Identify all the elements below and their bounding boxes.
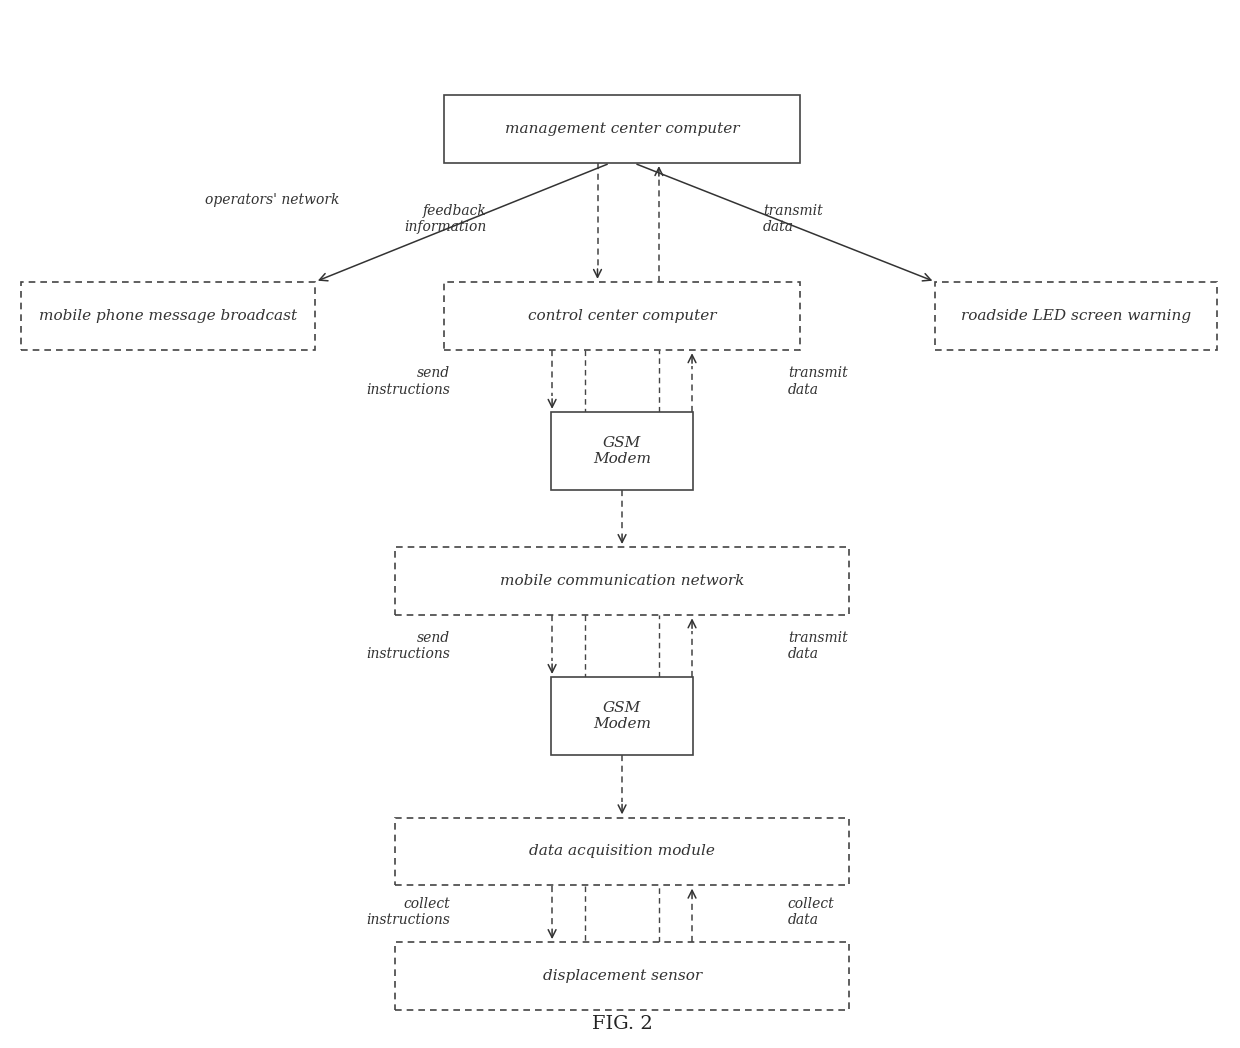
FancyBboxPatch shape	[444, 95, 800, 162]
Text: GSM
Modem: GSM Modem	[593, 436, 651, 466]
Text: management center computer: management center computer	[505, 122, 739, 136]
Text: data acquisition module: data acquisition module	[529, 845, 715, 858]
Text: send
instructions: send instructions	[366, 367, 450, 396]
Text: feedback
information: feedback information	[404, 204, 487, 235]
FancyBboxPatch shape	[396, 942, 849, 1010]
Text: mobile communication network: mobile communication network	[500, 574, 744, 588]
Text: mobile phone message broadcast: mobile phone message broadcast	[38, 309, 296, 323]
Text: collect
data: collect data	[787, 897, 835, 926]
FancyBboxPatch shape	[21, 282, 315, 350]
Text: collect
instructions: collect instructions	[366, 897, 450, 926]
FancyBboxPatch shape	[552, 677, 693, 756]
Text: transmit
data: transmit data	[787, 367, 847, 396]
Text: control center computer: control center computer	[528, 309, 717, 323]
FancyBboxPatch shape	[935, 282, 1218, 350]
Text: transmit
data: transmit data	[787, 631, 847, 660]
Text: operators' network: operators' network	[205, 193, 340, 206]
FancyBboxPatch shape	[396, 547, 849, 615]
FancyBboxPatch shape	[552, 412, 693, 490]
Text: send
instructions: send instructions	[366, 631, 450, 660]
Text: displacement sensor: displacement sensor	[543, 969, 702, 983]
Text: transmit
data: transmit data	[764, 204, 823, 235]
Text: roadside LED screen warning: roadside LED screen warning	[961, 309, 1192, 323]
FancyBboxPatch shape	[444, 282, 800, 350]
Text: GSM
Modem: GSM Modem	[593, 701, 651, 732]
FancyBboxPatch shape	[396, 817, 849, 886]
Text: FIG. 2: FIG. 2	[591, 1016, 652, 1033]
